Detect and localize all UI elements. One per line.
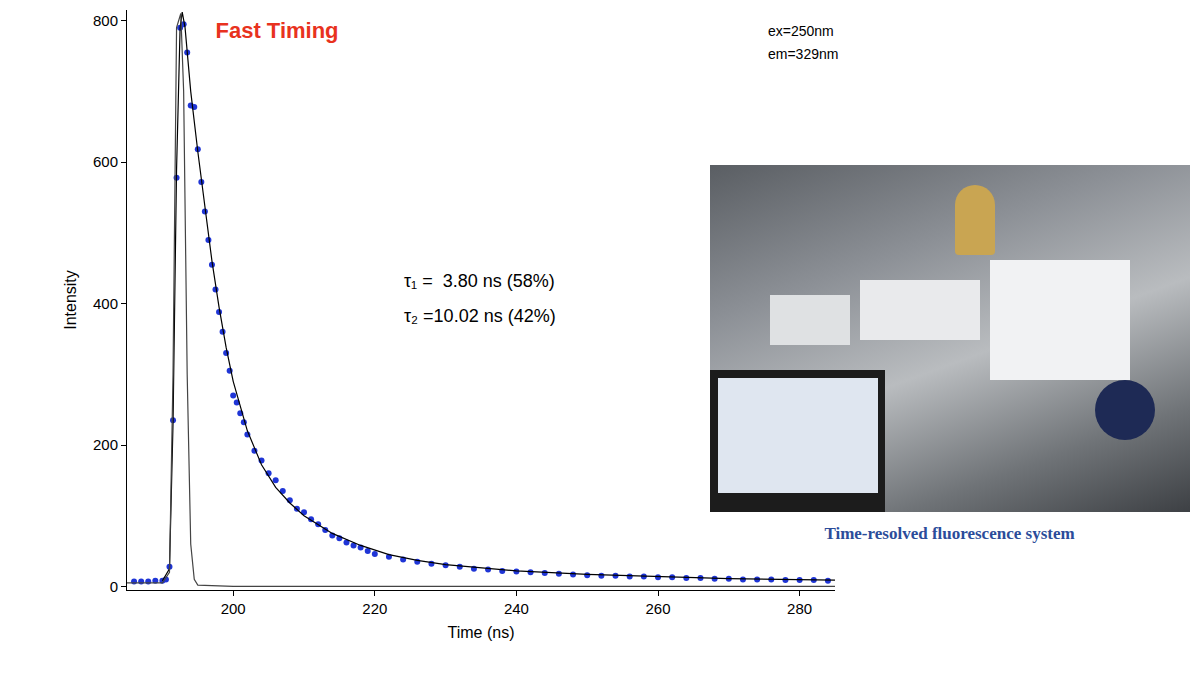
- svg-text:600: 600: [93, 153, 118, 170]
- svg-text:τ₁ = 3.80 ns (58%): τ₁ = 3.80 ns (58%): [404, 271, 555, 291]
- svg-text:800: 800: [93, 12, 118, 29]
- svg-text:240: 240: [504, 600, 529, 617]
- svg-text:em=329nm: em=329nm: [768, 46, 838, 62]
- svg-text:0: 0: [110, 578, 118, 595]
- svg-text:260: 260: [645, 600, 670, 617]
- svg-text:ex=250nm: ex=250nm: [768, 23, 834, 39]
- svg-text:400: 400: [93, 295, 118, 312]
- svg-text:Fast Timing: Fast Timing: [216, 18, 339, 43]
- svg-text:200: 200: [93, 436, 118, 453]
- svg-text:280: 280: [787, 600, 812, 617]
- svg-text:220: 220: [362, 600, 387, 617]
- svg-text:200: 200: [221, 600, 246, 617]
- svg-text:Time (ns): Time (ns): [448, 624, 515, 641]
- html-text:Time-resolved fluorescence sys: Time-resolved fluorescence system: [824, 524, 1075, 543]
- svg-text:τ₂ =10.02 ns (42%): τ₂ =10.02 ns (42%): [404, 306, 556, 326]
- svg-text:Intensity: Intensity: [62, 270, 79, 330]
